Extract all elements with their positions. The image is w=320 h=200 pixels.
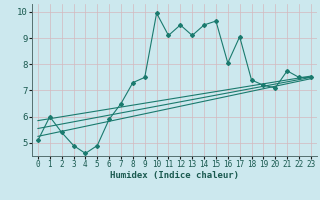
X-axis label: Humidex (Indice chaleur): Humidex (Indice chaleur) [110, 171, 239, 180]
